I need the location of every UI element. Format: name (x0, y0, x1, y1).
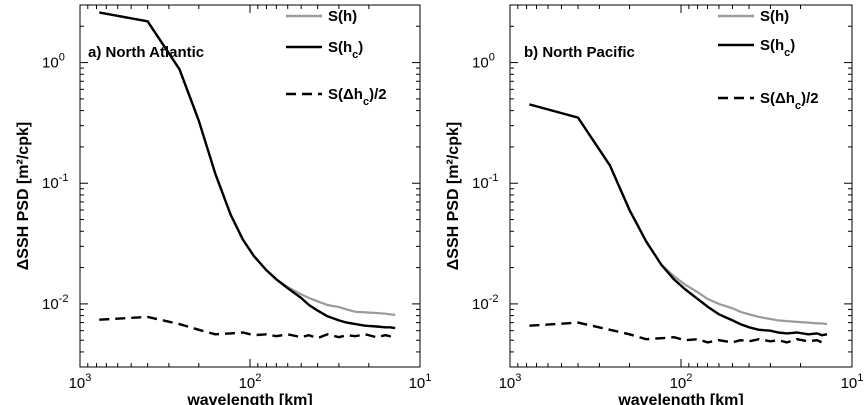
x-tick-label: 103 (499, 372, 522, 392)
y-tick-label: 10-2 (42, 293, 68, 313)
series-line-0 (529, 103, 828, 326)
x-axis-label: wavelength [km] (617, 392, 743, 405)
legend-label: S(hc) (328, 39, 363, 61)
x-tick-label: 102 (239, 372, 262, 392)
panel-north-atlantic: 103 102 101 10-2 10-1 100 wavelength [km] ΔSSH … (15, 4, 432, 405)
x-tick-label: 101 (841, 372, 864, 392)
y-tick-label: 100 (472, 52, 495, 72)
y-tick-label: 100 (42, 52, 65, 72)
series-line-2 (529, 321, 828, 344)
y-axis-label: ΔSSH PSD [m²/cpk] (445, 122, 462, 270)
legend-label: S(hc) (760, 37, 795, 59)
series-line-1 (529, 103, 828, 337)
y-tick-label: 10-1 (42, 172, 68, 192)
x-tick-label: 103 (69, 372, 92, 392)
legend-label: S(h) (328, 8, 357, 25)
panel-north-pacific: 103 102 101 10-2 10-1 100 wavelength [km] ΔSSH … (445, 4, 864, 405)
legend-label: S(Δhc)/2 (760, 90, 819, 112)
panel-title: a) North Atlantic (88, 44, 204, 61)
y-axis-label: ΔSSH PSD [m²/cpk] (15, 122, 32, 270)
x-tick-label: 101 (409, 372, 432, 392)
x-tick-label: 102 (670, 372, 693, 392)
legend-label: S(Δhc)/2 (328, 86, 387, 108)
x-axis-label: wavelength [km] (186, 392, 312, 405)
legend-label: S(h) (760, 8, 789, 25)
series-line-2 (99, 315, 396, 340)
y-tick-label: 10-1 (472, 172, 498, 192)
panel-title: b) North Pacific (524, 44, 635, 61)
y-tick-label: 10-2 (472, 293, 498, 313)
series-line-1 (99, 11, 396, 330)
